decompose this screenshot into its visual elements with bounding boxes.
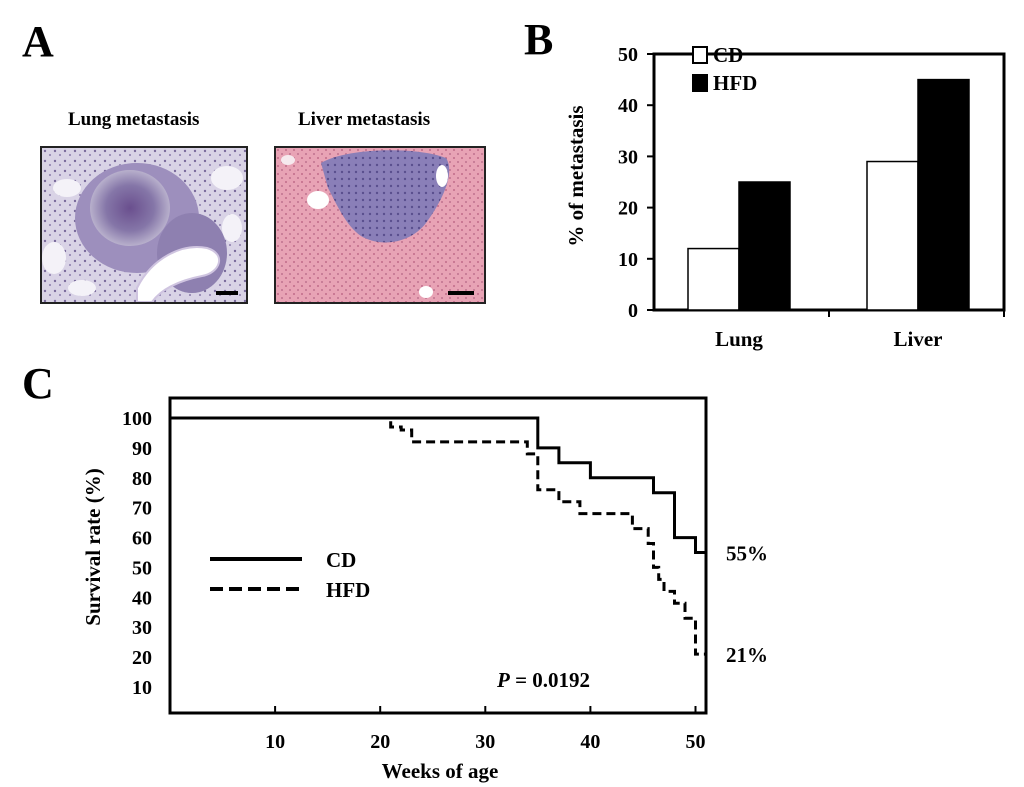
lung-histology-image (40, 146, 248, 304)
y-tick-label: 10 (132, 677, 152, 699)
bar-cd-liver (866, 160, 919, 311)
legend-swatch-cd (692, 46, 708, 64)
end-label-hfd: 21% (726, 643, 768, 667)
plot-frame (652, 52, 1006, 312)
bar-chart-axes (647, 52, 1006, 317)
legend-swatch-hfd (692, 74, 708, 92)
end-label-cd: 55% (726, 542, 768, 566)
y-tick-label: 60 (132, 528, 152, 550)
legend-label-cd: CD (326, 548, 356, 572)
y-tick-label: 50 (618, 44, 638, 66)
y-tick-label: 20 (618, 198, 638, 220)
y-tick-label: 40 (132, 587, 152, 609)
legend-label-cd: CD (713, 43, 743, 67)
bar-cd-lung (687, 247, 740, 311)
y-axis-label: % of metastasis (564, 105, 588, 246)
y-tick-label: 100 (122, 408, 152, 430)
y-tick-label: 30 (132, 617, 152, 639)
y-tick-label: 20 (132, 647, 152, 669)
liver-image-title: Liver metastasis (298, 109, 431, 130)
panel-label-b: B (524, 15, 554, 64)
survival-curve-cd (170, 416, 706, 554)
survival-chart-lines (170, 416, 706, 656)
panel-label-c: C (22, 359, 54, 408)
y-tick-label: 40 (618, 95, 638, 117)
bar-hfd-lung (738, 181, 791, 311)
legend-label-hfd: HFD (713, 71, 757, 95)
panel-label-a: A (22, 17, 54, 66)
x-tick-label: 40 (580, 731, 600, 753)
survival-curve-hfd (170, 416, 706, 656)
p-value: = 0.0192 (510, 668, 590, 692)
y-tick-label: 30 (618, 146, 638, 168)
x-tick-label: 30 (475, 731, 495, 753)
legend-label-hfd: HFD (326, 578, 370, 602)
bar-hfd-liver (917, 78, 970, 311)
liver-histology-image (274, 146, 486, 304)
x-tick-label: 10 (265, 731, 285, 753)
x-tick-label: 50 (685, 731, 705, 753)
y-tick-label: 70 (132, 498, 152, 520)
plot-frame (168, 396, 708, 715)
survival-chart-labels: 10 20 30 40 50 10 20 30 40 50 60 70 80 90 100 55% 21% CD H… (81, 408, 768, 783)
y-tick-label: 80 (132, 468, 152, 490)
x-axis-label: Weeks of age (382, 759, 499, 783)
x-tick-label: 20 (370, 731, 390, 753)
survival-chart-axes (168, 396, 708, 715)
bar-chart-labels: 0 10 20 30 40 50 Lung Liver % of metastasis CD HFD (564, 43, 942, 351)
x-category-label: Lung (715, 327, 763, 351)
y-tick-label: 10 (618, 249, 638, 271)
y-tick-label: 90 (132, 438, 152, 460)
bar-chart-bars (687, 46, 970, 311)
y-axis-label: Survival rate (%) (81, 468, 105, 625)
y-tick-label: 0 (628, 300, 638, 322)
x-category-label: Liver (894, 327, 943, 351)
p-symbol: P (496, 668, 510, 692)
lung-image-title: Lung metastasis (68, 109, 200, 130)
p-value-annotation: P = 0.0192 (496, 668, 590, 692)
y-tick-label: 50 (132, 557, 152, 579)
